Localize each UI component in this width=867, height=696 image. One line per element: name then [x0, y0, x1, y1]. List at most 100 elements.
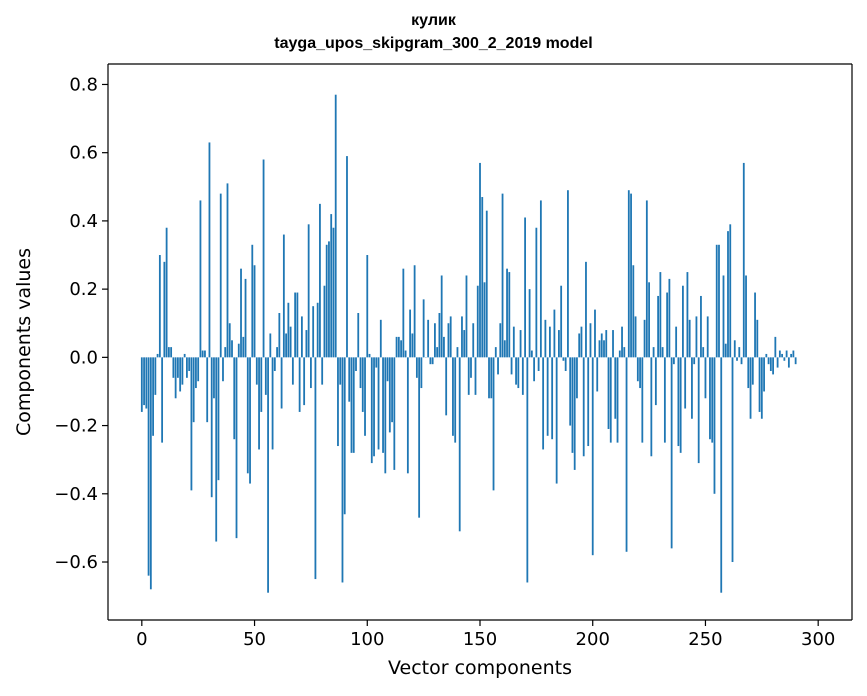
bar	[370, 357, 373, 464]
bar	[443, 336, 445, 358]
x-tick-label: 150	[463, 629, 497, 650]
bar	[143, 357, 145, 406]
bar	[449, 316, 452, 358]
bar	[359, 357, 362, 389]
bar	[731, 357, 734, 563]
chart-title: кулик	[411, 12, 456, 29]
bar	[519, 330, 522, 358]
bar	[609, 357, 612, 443]
y-tick-label: 0.4	[69, 211, 98, 232]
bar	[614, 357, 617, 419]
bar	[294, 292, 297, 358]
bar	[551, 357, 554, 440]
bar	[490, 357, 493, 399]
bar	[409, 309, 412, 358]
bar	[686, 272, 689, 358]
bar	[379, 319, 382, 358]
bar	[307, 224, 310, 358]
bar	[436, 347, 439, 358]
bar	[621, 326, 623, 358]
bar	[319, 203, 321, 358]
bar	[476, 285, 479, 358]
bar	[695, 316, 698, 358]
bar	[195, 357, 197, 389]
bar	[237, 343, 240, 358]
bar	[179, 357, 182, 392]
bar	[668, 278, 671, 358]
y-tick-label: 0.2	[69, 279, 98, 300]
y-ticks: −0.6 −0.4 −0.2 0.0 0.2 0.4 0.6 0.8	[54, 74, 108, 573]
bar	[244, 278, 247, 358]
bar	[578, 333, 581, 358]
bar	[715, 244, 718, 358]
bar	[454, 357, 457, 443]
bar	[589, 323, 592, 358]
bar	[503, 340, 506, 358]
bar	[373, 357, 375, 457]
bar	[582, 357, 585, 457]
bar	[483, 282, 486, 358]
bar	[720, 357, 723, 593]
bar	[456, 347, 459, 358]
bar	[774, 336, 777, 358]
bar	[515, 357, 517, 385]
bar	[711, 357, 714, 443]
bar	[253, 265, 256, 358]
bar	[323, 285, 326, 358]
bar	[395, 336, 398, 358]
y-tick-label: 0.0	[69, 347, 98, 368]
bar	[740, 357, 743, 365]
bar	[598, 340, 601, 358]
bar	[174, 357, 177, 399]
bar	[343, 357, 346, 515]
bar	[539, 200, 542, 358]
bar	[751, 357, 754, 385]
bar	[632, 265, 635, 358]
bar	[713, 357, 716, 494]
bar	[605, 330, 608, 358]
bar	[242, 336, 245, 358]
bar	[587, 357, 590, 447]
x-tick-label: 50	[243, 629, 266, 650]
bar	[366, 255, 369, 358]
bar	[641, 357, 644, 443]
bar	[722, 275, 725, 358]
bar	[321, 357, 324, 385]
bar	[418, 357, 421, 518]
bar	[386, 357, 389, 382]
bar-series	[140, 94, 797, 593]
bar	[186, 357, 188, 378]
bar	[747, 357, 750, 389]
bar	[767, 357, 770, 365]
bar	[704, 357, 707, 399]
bar	[264, 357, 267, 395]
bar	[600, 333, 603, 358]
bar	[794, 357, 797, 365]
bar	[792, 350, 795, 358]
bar	[682, 285, 684, 358]
y-tick-label: 0.8	[69, 74, 98, 95]
bar	[585, 261, 587, 358]
bar	[727, 231, 729, 358]
bar	[474, 357, 477, 395]
bar	[438, 313, 441, 358]
bar	[364, 357, 366, 436]
bar	[434, 323, 436, 358]
bar	[616, 357, 619, 443]
bar	[530, 350, 533, 358]
bar	[627, 190, 630, 358]
bar	[508, 272, 511, 358]
bar	[255, 357, 258, 385]
bar	[763, 357, 765, 392]
bar	[152, 357, 154, 436]
bar	[542, 357, 545, 450]
bar	[400, 340, 402, 358]
bar	[149, 357, 152, 590]
x-tick-label: 250	[688, 629, 722, 650]
bar	[156, 353, 159, 358]
bar	[745, 275, 747, 358]
bar	[384, 357, 387, 474]
bar	[663, 357, 666, 443]
bar	[224, 347, 227, 358]
bar	[772, 357, 774, 375]
